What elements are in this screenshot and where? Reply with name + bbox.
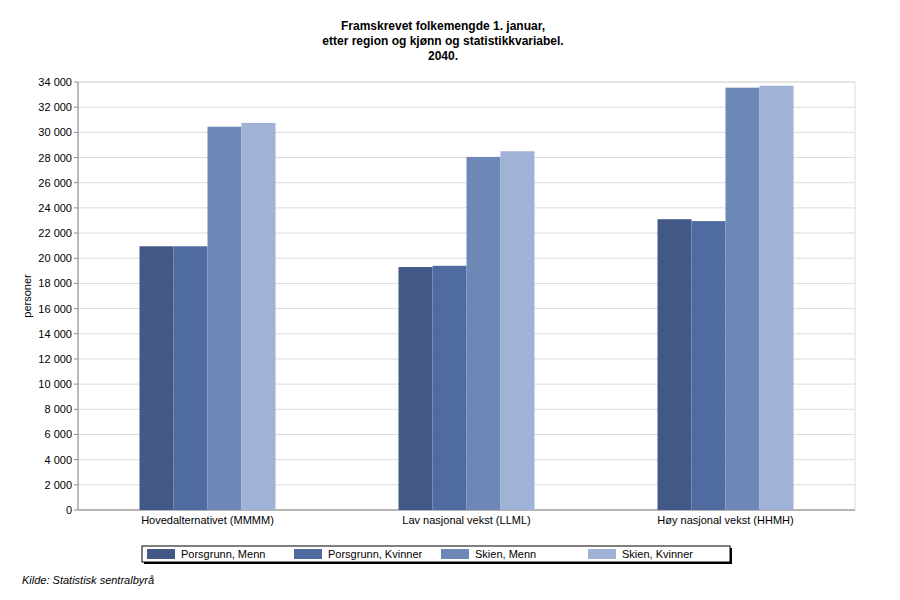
bar: [433, 266, 467, 510]
tick-mark: [74, 207, 78, 208]
bar: [208, 127, 242, 510]
tick-mark: [74, 409, 78, 410]
y-tick-label: 18 000: [38, 277, 72, 289]
tick-mark: [74, 434, 78, 435]
y-tick-label: 8 000: [44, 403, 72, 415]
source-note: Kilde: Statistisk sentralbyrå: [22, 574, 154, 586]
plot-area: [78, 82, 855, 510]
y-tick-label: 32 000: [38, 101, 72, 113]
tick-mark: [74, 358, 78, 359]
y-tick-label: 28 000: [38, 152, 72, 164]
bar: [658, 219, 692, 510]
x-tick-label: Hovedalternativet (MMMM): [141, 514, 274, 526]
legend-swatch: [294, 549, 322, 559]
bar: [140, 246, 174, 510]
tick-mark: [74, 283, 78, 284]
bar: [174, 246, 208, 510]
tick-mark: [74, 182, 78, 183]
title: Framskrevet folkemengde 1. januar,: [341, 19, 545, 33]
title: etter region og kjønn og statistikkvaria…: [322, 34, 563, 48]
legend-box: [142, 546, 730, 562]
title: 2040.: [428, 49, 458, 63]
y-tick-label: 34 000: [38, 76, 72, 88]
bar: [399, 267, 433, 510]
background: [0, 0, 900, 600]
legend-label: Skien, Menn: [475, 548, 536, 560]
tick-mark: [74, 157, 78, 158]
tick-mark: [74, 132, 78, 133]
tick-mark: [74, 82, 78, 83]
legend-label: Skien, Kvinner: [622, 548, 693, 560]
bar: [726, 88, 760, 510]
bar: [760, 86, 794, 510]
y-tick-label: 20 000: [38, 252, 72, 264]
y-tick-label: 22 000: [38, 227, 72, 239]
grid: [74, 82, 855, 510]
x-tick-label: Høy nasjonal vekst (HHMH): [657, 514, 793, 526]
bars: [140, 86, 794, 510]
legend-label: Porsgrunn, Menn: [181, 548, 265, 560]
bar: [242, 123, 276, 510]
legend: Porsgrunn, Menn Porsgrunn, Kvinner Skien, …: [142, 546, 732, 564]
x-tick-label: Lav nasjonal vekst (LLML): [402, 514, 530, 526]
chart: Framskrevet folkemengde 1. januar,etter …: [0, 0, 900, 600]
y-tick-label: 16 000: [38, 303, 72, 315]
y-tick-label: 26 000: [38, 177, 72, 189]
legend-swatch: [147, 549, 175, 559]
bar: [501, 151, 535, 510]
y-tick-label: 24 000: [38, 202, 72, 214]
tick-mark: [74, 459, 78, 460]
tick-mark: [74, 384, 78, 385]
y-tick-label: 10 000: [38, 378, 72, 390]
legend-swatch: [441, 549, 469, 559]
y-tick-label: 0: [66, 504, 72, 516]
tick-mark: [74, 308, 78, 309]
y-tick-label: 4 000: [44, 454, 72, 466]
tick-mark: [74, 233, 78, 234]
plot-frame: [78, 82, 855, 510]
y-tick-label: 2 000: [44, 479, 72, 491]
legend-label: Porsgrunn, Kvinner: [328, 548, 422, 560]
tick-mark: [74, 484, 78, 485]
y-axis: [78, 82, 79, 510]
y-tick-label: 6 000: [44, 428, 72, 440]
y-tick-label: 12 000: [38, 353, 72, 365]
tick-mark: [74, 258, 78, 259]
tick-mark: [74, 107, 78, 108]
tick-mark: [74, 510, 78, 511]
y-axis-label: personer: [21, 274, 33, 318]
y-tick-label: 30 000: [38, 126, 72, 138]
tick-mark: [74, 333, 78, 334]
bar: [467, 157, 501, 510]
bar: [692, 221, 726, 510]
legend-swatch: [588, 549, 616, 559]
y-tick-label: 14 000: [38, 328, 72, 340]
